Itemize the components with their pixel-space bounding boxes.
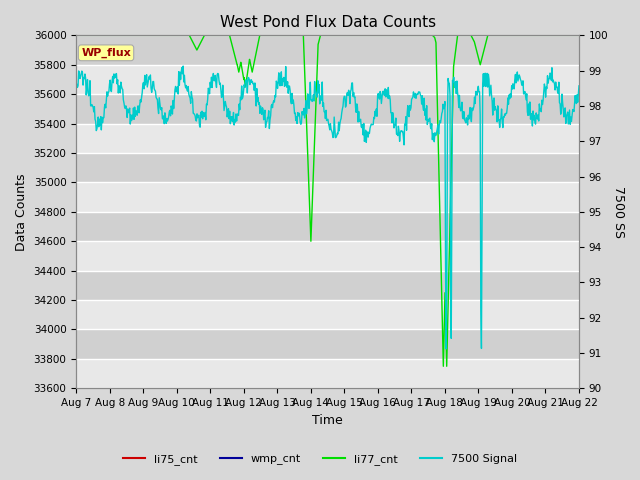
Text: WP_flux: WP_flux bbox=[81, 48, 131, 58]
Bar bbox=[76, 94, 579, 123]
Bar bbox=[76, 36, 579, 65]
Y-axis label: Data Counts: Data Counts bbox=[15, 173, 28, 251]
Legend: li75_cnt, wmp_cnt, li77_cnt, 7500 Signal: li75_cnt, wmp_cnt, li77_cnt, 7500 Signal bbox=[118, 450, 522, 469]
Bar bbox=[76, 271, 579, 300]
X-axis label: Time: Time bbox=[312, 414, 343, 427]
Bar bbox=[76, 359, 579, 388]
Bar bbox=[76, 329, 579, 359]
Bar bbox=[76, 65, 579, 94]
Bar bbox=[76, 123, 579, 153]
Title: West Pond Flux Data Counts: West Pond Flux Data Counts bbox=[220, 15, 436, 30]
Bar bbox=[76, 241, 579, 271]
Bar bbox=[76, 212, 579, 241]
Bar bbox=[76, 153, 579, 182]
Bar bbox=[76, 182, 579, 212]
Y-axis label: 7500 SS: 7500 SS bbox=[612, 186, 625, 238]
Bar bbox=[76, 300, 579, 329]
